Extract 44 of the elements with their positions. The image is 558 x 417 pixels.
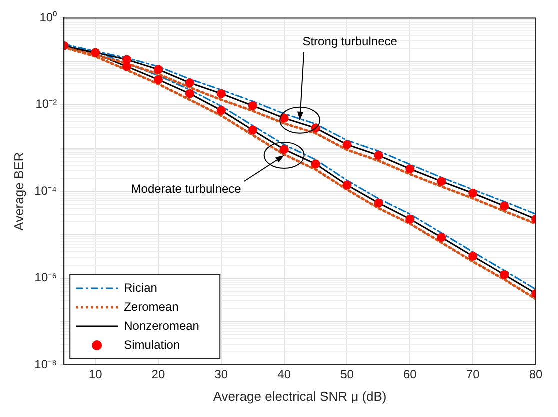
point [216, 106, 226, 116]
point [185, 78, 194, 88]
point [216, 89, 226, 98]
y-tick-label: 10⁻⁸ [34, 357, 58, 372]
point [154, 75, 163, 84]
x-tick-label: 20 [152, 368, 166, 382]
point [91, 48, 100, 58]
x-tick-label: 80 [529, 368, 543, 382]
x-axis-title: Average electrical SNR μ (dB) [213, 388, 387, 404]
legend-label: Simulation [124, 338, 180, 352]
y-tick-label: 10⁻² [36, 97, 58, 112]
x-tick-label: 50 [340, 368, 354, 382]
point [406, 164, 415, 174]
point [406, 214, 415, 224]
point [122, 55, 132, 64]
annotation: Moderate turbulnece [131, 182, 242, 196]
point [374, 151, 384, 160]
legend-label: Nonzeromean [124, 318, 200, 333]
y-tick-label: 10⁰ [40, 10, 58, 25]
point [374, 198, 384, 208]
point [437, 233, 446, 242]
point [500, 202, 510, 211]
x-tick-label: 30 [214, 368, 228, 382]
y-tick-label: 10⁻⁴ [34, 184, 58, 198]
point [437, 177, 446, 186]
annotation: Strong turbulnece [302, 34, 398, 49]
y-tick-label: 10⁻⁶ [34, 270, 58, 285]
y-axis-title: Average BER [11, 152, 26, 231]
x-tick-label: 10 [88, 368, 103, 382]
x-tick-label: 70 [466, 368, 480, 382]
point [500, 270, 510, 280]
point [342, 180, 352, 190]
point [468, 252, 478, 261]
point [468, 188, 478, 198]
x-tick-label: 40 [278, 368, 292, 382]
point [342, 140, 352, 150]
x-tick-label: 60 [403, 368, 418, 382]
point [154, 65, 163, 74]
point [185, 89, 194, 98]
point [248, 101, 258, 110]
point [311, 160, 320, 169]
legend-label: Zeromean [124, 300, 179, 314]
point [248, 126, 258, 135]
legend-label: Rician [124, 280, 158, 295]
